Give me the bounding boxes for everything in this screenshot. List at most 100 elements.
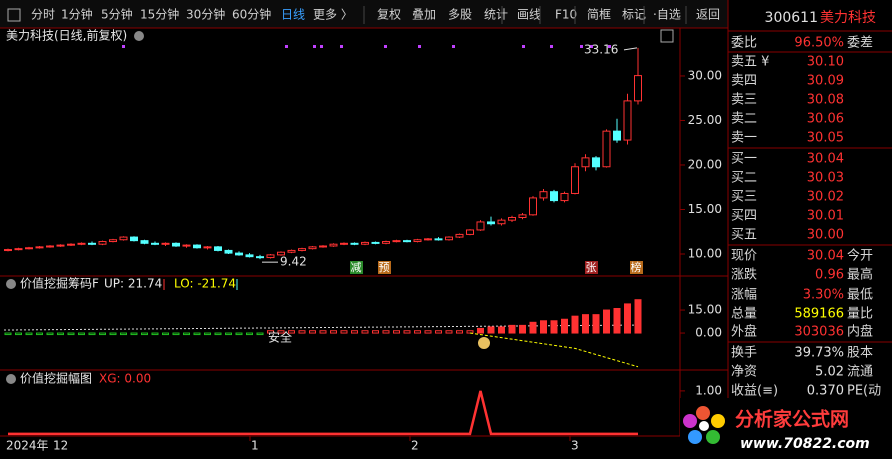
toolbar-button[interactable]: 返回 <box>696 8 720 22</box>
panel-button[interactable] <box>660 29 674 43</box>
chip-bar <box>550 320 558 334</box>
quote-label: 总量 <box>731 307 757 322</box>
collapse-icon[interactable] <box>6 279 16 289</box>
support-line <box>469 332 639 368</box>
toolbar-button[interactable]: 分时 <box>31 8 55 22</box>
toolbar-button[interactable]: 叠加 <box>412 8 436 22</box>
menu-icon[interactable] <box>7 8 21 22</box>
x-axis-label: 2024年 <box>6 439 49 453</box>
panel-title: 价值挖掘筹码F <box>20 276 99 291</box>
candle-body <box>455 233 464 238</box>
candle-body <box>203 246 212 249</box>
candle-body <box>413 239 422 243</box>
x-axis-label: 12 <box>53 439 68 453</box>
y-tick-label: 10.00 <box>688 246 722 260</box>
candle-body <box>214 246 222 251</box>
toolbar-button[interactable]: 简框 <box>587 8 611 22</box>
chip-bar <box>78 332 85 336</box>
toolbar-button[interactable]: 60分钟 <box>232 7 271 22</box>
quote-label: 委差 <box>847 36 873 51</box>
quote-label: 收益(≡) <box>731 384 778 399</box>
chip-bar <box>487 326 495 334</box>
candle-body <box>224 249 233 254</box>
signal-dot <box>320 45 323 48</box>
chip-bar <box>445 330 453 334</box>
y-tick-label: 15.00 <box>688 202 722 216</box>
collapse-icon[interactable] <box>6 374 16 384</box>
quote-label: 卖四 <box>731 74 757 89</box>
chip-bar <box>330 330 337 334</box>
y-tick-label: 20.00 <box>688 157 722 171</box>
chip-bar <box>162 332 169 336</box>
toolbar-button[interactable]: 画线 <box>517 8 541 22</box>
toolbar-button[interactable]: 15分钟 <box>140 7 179 22</box>
candle-body <box>361 241 369 245</box>
candle-body <box>25 247 33 250</box>
quote-value: 39.73% <box>794 346 844 361</box>
candle-body <box>130 236 138 242</box>
chip-bar <box>277 330 285 334</box>
range-line <box>8 390 638 436</box>
candle-body <box>308 246 317 250</box>
toolbar-button[interactable]: 日线 <box>281 8 305 22</box>
toolbar-button[interactable]: 标记 <box>622 8 646 22</box>
chip-bar <box>235 332 243 336</box>
quote-value: 30.04 <box>807 249 844 264</box>
chip-bar <box>256 332 264 336</box>
chip-bar <box>36 332 43 336</box>
quote-label: 涨跌 <box>731 267 757 283</box>
collapse-icon[interactable] <box>134 31 144 41</box>
logo-petal <box>688 430 702 444</box>
toolbar-button[interactable]: F10 <box>555 8 577 22</box>
toolbar-button[interactable]: 多股 <box>448 8 472 22</box>
annotation-arrow <box>623 47 638 51</box>
logo-petal <box>683 414 697 428</box>
candle-body <box>235 252 243 256</box>
quote-label: PE(动 <box>847 384 881 399</box>
signal-dot <box>608 45 611 48</box>
chip-bar <box>424 330 432 334</box>
signal-badge <box>630 261 643 274</box>
candle-body <box>550 191 558 202</box>
candle-body <box>424 238 432 241</box>
candle-body <box>613 130 621 141</box>
chip-bar <box>246 332 253 336</box>
signal-label: 减 <box>351 261 362 274</box>
signal-dot <box>384 45 387 48</box>
candle-body <box>14 248 23 251</box>
candle-body <box>466 229 474 235</box>
quote-label: 最高 <box>847 267 873 283</box>
toolbar-button[interactable]: 30分钟 <box>186 7 225 22</box>
stock-name: 美力科技 <box>820 10 876 26</box>
chip-bar <box>288 330 295 334</box>
chip-bar <box>141 332 148 336</box>
toolbar-button[interactable]: 更多 〉 <box>313 8 353 22</box>
candle-body <box>4 249 12 252</box>
toolbar-button[interactable]: 统计 <box>484 8 508 22</box>
quote-value: 30.09 <box>807 74 844 89</box>
chip-bar <box>183 332 190 336</box>
chip-bar <box>225 332 232 336</box>
candle-body <box>602 130 611 168</box>
y-tick-label: 0.00 <box>695 326 722 340</box>
candle-body <box>77 242 86 245</box>
chip-bar <box>172 332 180 336</box>
chip-bar <box>151 332 159 336</box>
watermark-bg <box>680 398 892 459</box>
toolbar-button[interactable]: 1分钟 <box>61 7 93 22</box>
signal-dot <box>522 45 525 48</box>
logo-petal <box>696 406 710 420</box>
toolbar-button[interactable]: ·自选 <box>653 8 681 22</box>
signal-dot <box>313 45 316 48</box>
quote-label: 换手 <box>731 346 757 361</box>
indicator-xg: XG: 0.00 <box>99 372 151 386</box>
toolbar-button[interactable]: 5分钟 <box>101 7 133 22</box>
toolbar-button[interactable]: 复权 <box>377 8 401 22</box>
candle-body <box>67 243 75 246</box>
chip-bar <box>214 332 222 336</box>
quote-label: 买二 <box>731 171 757 186</box>
y-tick-label: 1.00 <box>695 383 722 397</box>
quote-label: 卖二 <box>731 112 757 127</box>
candle-body <box>277 251 285 256</box>
candle-body <box>434 238 443 241</box>
